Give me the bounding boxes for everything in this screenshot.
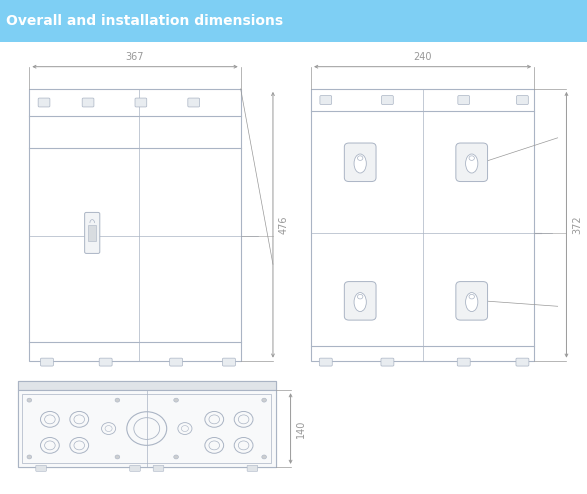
- FancyBboxPatch shape: [170, 358, 183, 366]
- Circle shape: [357, 156, 363, 161]
- Circle shape: [27, 455, 32, 459]
- Ellipse shape: [465, 292, 478, 312]
- Ellipse shape: [354, 292, 366, 312]
- FancyBboxPatch shape: [41, 358, 53, 366]
- Circle shape: [174, 398, 178, 402]
- FancyBboxPatch shape: [381, 358, 394, 366]
- Ellipse shape: [354, 154, 366, 173]
- FancyBboxPatch shape: [82, 98, 94, 107]
- FancyBboxPatch shape: [319, 358, 332, 366]
- FancyBboxPatch shape: [188, 98, 200, 107]
- Bar: [18, 390, 276, 467]
- FancyBboxPatch shape: [382, 95, 393, 105]
- FancyBboxPatch shape: [456, 282, 488, 320]
- Text: 240: 240: [413, 52, 432, 62]
- Bar: [0, 0, 587, 42]
- FancyBboxPatch shape: [345, 282, 376, 320]
- Text: 367: 367: [126, 52, 144, 62]
- FancyBboxPatch shape: [456, 143, 488, 182]
- Bar: [311, 89, 534, 361]
- Text: 372: 372: [572, 215, 582, 234]
- Bar: [18, 381, 276, 390]
- Text: Overall and installation dimensions: Overall and installation dimensions: [6, 14, 283, 28]
- FancyBboxPatch shape: [457, 358, 470, 366]
- Circle shape: [115, 398, 120, 402]
- FancyBboxPatch shape: [36, 465, 46, 471]
- Text: 140: 140: [296, 419, 306, 438]
- FancyBboxPatch shape: [517, 95, 528, 105]
- Circle shape: [469, 294, 474, 299]
- FancyBboxPatch shape: [130, 465, 140, 471]
- Circle shape: [357, 294, 363, 299]
- FancyBboxPatch shape: [222, 358, 235, 366]
- Text: 476: 476: [279, 215, 289, 234]
- Circle shape: [469, 156, 474, 161]
- Circle shape: [174, 455, 178, 459]
- Circle shape: [27, 398, 32, 402]
- Bar: [29, 89, 241, 361]
- Bar: [22, 394, 271, 463]
- FancyBboxPatch shape: [320, 95, 332, 105]
- FancyBboxPatch shape: [85, 212, 100, 253]
- FancyBboxPatch shape: [99, 358, 112, 366]
- Bar: [18, 381, 276, 467]
- FancyBboxPatch shape: [135, 98, 147, 107]
- FancyBboxPatch shape: [38, 98, 50, 107]
- Circle shape: [262, 455, 266, 459]
- FancyBboxPatch shape: [247, 465, 258, 471]
- FancyBboxPatch shape: [516, 358, 529, 366]
- Ellipse shape: [465, 154, 478, 173]
- FancyBboxPatch shape: [345, 143, 376, 182]
- FancyBboxPatch shape: [458, 95, 470, 105]
- Circle shape: [262, 398, 266, 402]
- Circle shape: [115, 455, 120, 459]
- FancyBboxPatch shape: [153, 465, 164, 471]
- Bar: [88, 225, 96, 241]
